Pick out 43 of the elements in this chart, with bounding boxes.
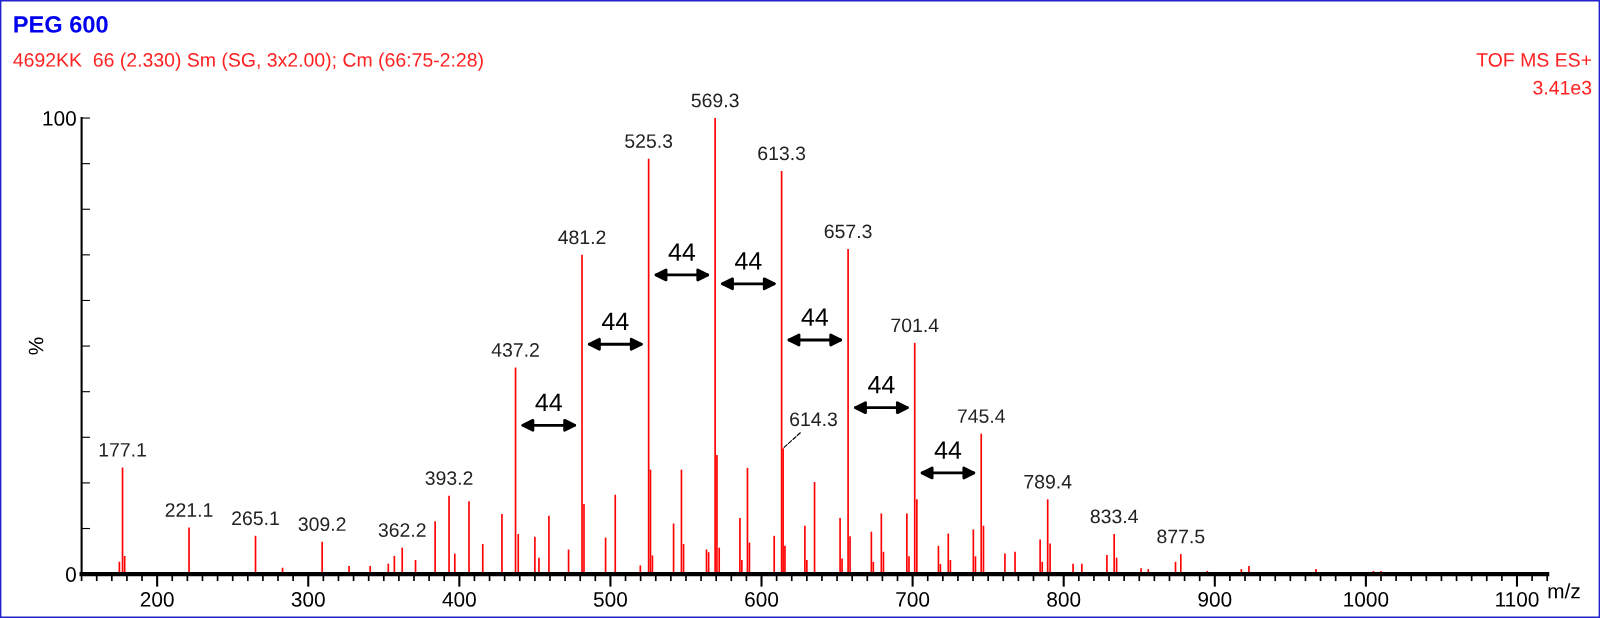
annotation: 745.4: [957, 409, 1005, 423]
annotation: 44: [735, 252, 762, 270]
annotation: 362.2: [378, 523, 426, 537]
annotation: 877.5: [1157, 529, 1205, 544]
text: TOF MS ES+: [1476, 53, 1592, 67]
annotation: 614.3: [790, 412, 837, 427]
x-tick-label: 700: [896, 592, 930, 607]
annotation: 221.1: [165, 503, 213, 517]
annotation: 44: [934, 441, 962, 459]
annotation: 613.3: [758, 146, 806, 161]
x-tick-label: 600: [745, 592, 779, 607]
x-axis-title: m/z: [1548, 583, 1580, 599]
x-tick-label: 1100: [1496, 592, 1539, 607]
x-tick-label: 300: [291, 592, 325, 607]
annotation: 701.4: [891, 318, 939, 333]
y-tick-label: 0: [65, 567, 76, 582]
annotation: 657.3: [824, 224, 872, 239]
x-tick-label: 800: [1047, 592, 1081, 607]
annotation: 44: [535, 393, 562, 412]
annotation: 44: [602, 312, 629, 330]
annotation: 393.2: [425, 471, 473, 485]
x-tick-label: 400: [442, 592, 476, 607]
annotation: 309.2: [298, 517, 346, 532]
annotation: 44: [868, 376, 895, 394]
annotation: 789.4: [1024, 474, 1072, 489]
annotation: 833.4: [1090, 509, 1138, 524]
annotation: 44: [801, 308, 829, 326]
annotation: 525.3: [625, 134, 673, 148]
annotation: 569.3: [691, 93, 739, 108]
text: 3.41e3: [1533, 80, 1592, 95]
annotation: 265.1: [232, 511, 279, 526]
annotation: 481.2: [558, 230, 606, 245]
chart-subtitle: 4692KK 66 (2.330) Sm (SG, 3x2.00); Cm (66:75-2:28): [13, 52, 483, 71]
x-tick-label: 200: [140, 592, 174, 607]
annotation: 437.2: [491, 343, 539, 357]
y-tick-label: 100: [43, 111, 76, 126]
annotation: 177.1: [99, 443, 146, 457]
chart-title: PEG 600: [14, 16, 108, 33]
x-tick-label: 1000: [1344, 592, 1389, 607]
annotation: 44: [668, 243, 696, 261]
x-tick-label: 900: [1198, 592, 1232, 607]
x-tick-label: 500: [593, 592, 627, 607]
y-axis-title: %: [28, 337, 44, 355]
